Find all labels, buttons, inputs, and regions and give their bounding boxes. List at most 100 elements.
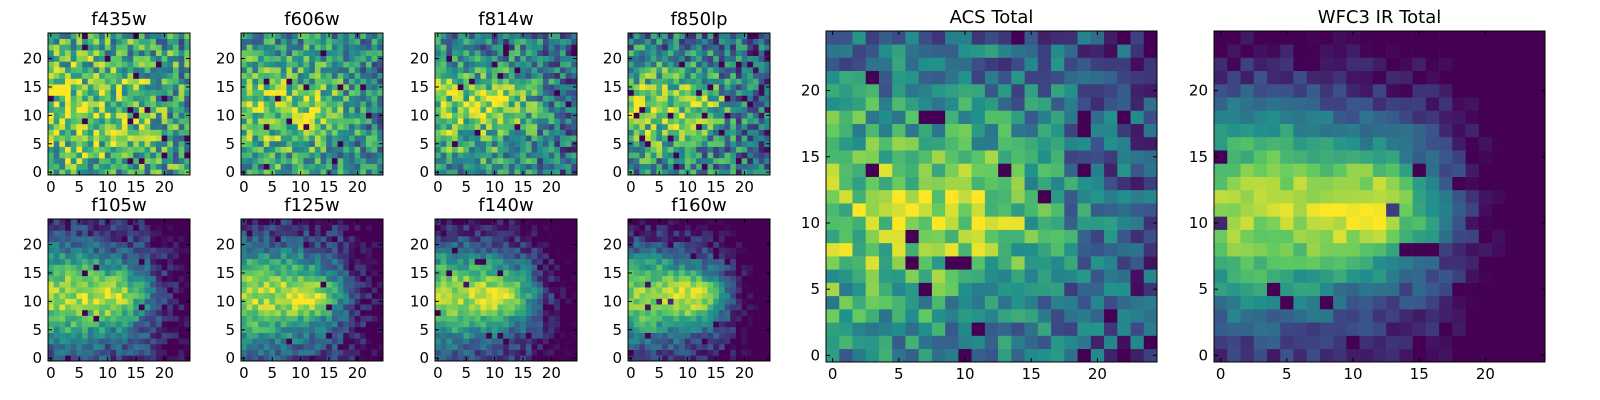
heatmap-cell: [155, 241, 162, 248]
heatmap-cell: [150, 275, 157, 282]
heatmap-cell: [491, 258, 498, 265]
heatmap-cell: [371, 253, 378, 260]
heatmap-cell: [110, 287, 117, 294]
heatmap-cell: [559, 298, 566, 305]
heatmap-cell: [155, 287, 162, 294]
heatmap-cell: [707, 50, 714, 57]
heatmap-cell: [452, 95, 459, 102]
heatmap-cell: [167, 321, 174, 328]
heatmap-cell: [446, 298, 453, 305]
heatmap-cell: [82, 72, 89, 79]
heatmap-cell: [241, 78, 247, 85]
heatmap-cell: [82, 129, 89, 136]
heatmap-cell: [144, 349, 151, 356]
heatmap-cell: [246, 275, 253, 282]
heatmap-cell: [673, 321, 680, 328]
heatmap-cell: [559, 287, 566, 294]
heatmap-cell: [167, 118, 174, 125]
heatmap-cell: [121, 326, 128, 333]
heatmap-cell: [360, 315, 367, 322]
heatmap-cell: [650, 61, 657, 68]
heatmap-cell: [684, 112, 691, 119]
heatmap-cell: [747, 281, 754, 288]
heatmap-cell: [503, 78, 510, 85]
heatmap-cell: [167, 112, 174, 119]
heatmap-cell: [314, 33, 321, 39]
heatmap-cell: [662, 343, 669, 350]
heatmap-cell: [70, 224, 77, 231]
heatmap-cell: [263, 258, 270, 265]
heatmap-cell: [514, 321, 521, 328]
heatmap-cell: [752, 140, 759, 147]
heatmap-cell: [104, 247, 111, 254]
heatmap-cell: [525, 258, 532, 265]
heatmap-cell: [497, 258, 504, 265]
heatmap-cell: [565, 326, 572, 333]
heatmap-cell: [280, 146, 287, 153]
heatmap-cell: [269, 224, 276, 231]
heatmap-cell: [684, 343, 691, 350]
heatmap-cell: [365, 67, 372, 74]
heatmap-cell: [269, 304, 276, 311]
heatmap-cell: [280, 61, 287, 68]
heatmap-cell: [520, 118, 527, 125]
heatmap-cell: [104, 89, 111, 96]
heatmap-cell: [110, 292, 117, 299]
heatmap-cell: [365, 123, 372, 130]
heatmap-cell: [167, 287, 174, 294]
heatmap-cell: [184, 44, 191, 51]
heatmap-cell: [371, 224, 378, 231]
heatmap-cell: [628, 95, 634, 102]
heatmap-cell: [463, 304, 470, 311]
heatmap-cell: [121, 112, 128, 119]
heatmap-cell: [491, 112, 498, 119]
heatmap-cell: [701, 157, 708, 164]
heatmap-cell: [542, 106, 549, 113]
heatmap-cell: [116, 304, 123, 311]
heatmap-cell: [440, 230, 447, 237]
heatmap-cell: [354, 112, 361, 119]
heatmap-cell: [525, 253, 532, 260]
heatmap-cell: [667, 349, 674, 356]
heatmap-cell: [707, 315, 714, 322]
heatmap-cell: [252, 44, 259, 51]
heatmap-cell: [133, 275, 140, 282]
heatmap-cell: [491, 270, 498, 277]
heatmap-cell: [309, 275, 316, 282]
heatmap-cell: [537, 106, 544, 113]
heatmap-cell: [645, 157, 652, 164]
heatmap-cell: [764, 61, 771, 68]
heatmap-cell: [701, 152, 708, 159]
heatmap-cell: [178, 298, 185, 305]
heatmap-cell: [275, 321, 282, 328]
heatmap-cell: [82, 281, 89, 288]
heatmap-cell: [514, 338, 521, 345]
heatmap-cell: [735, 67, 742, 74]
heatmap-cell: [474, 349, 481, 356]
heatmap-cell: [178, 258, 185, 265]
heatmap-cell: [554, 355, 561, 362]
heatmap-cell: [752, 84, 759, 91]
heatmap-cell: [696, 50, 703, 57]
heatmap-cell: [542, 118, 549, 125]
heatmap-cell: [446, 247, 453, 254]
heatmap-cell: [360, 157, 367, 164]
heatmap-cell: [263, 338, 270, 345]
heatmap-cell: [565, 224, 572, 231]
heatmap-cell: [303, 112, 310, 119]
heatmap-cell: [286, 84, 293, 91]
heatmap-cell: [320, 315, 327, 322]
heatmap-cell: [713, 67, 720, 74]
heatmap-cell: [741, 123, 748, 130]
heatmap-cell: [679, 332, 686, 339]
heatmap-cell: [348, 152, 355, 159]
heatmap-cell: [741, 50, 748, 57]
heatmap-cell: [514, 67, 521, 74]
heatmap-cell: [258, 332, 265, 339]
heatmap-cell: [474, 287, 481, 294]
heatmap-cell: [565, 315, 572, 322]
heatmap-cell: [320, 118, 327, 125]
heatmap-cell: [53, 112, 60, 119]
heatmap-cell: [650, 106, 657, 113]
heatmap-cell: [730, 50, 737, 57]
